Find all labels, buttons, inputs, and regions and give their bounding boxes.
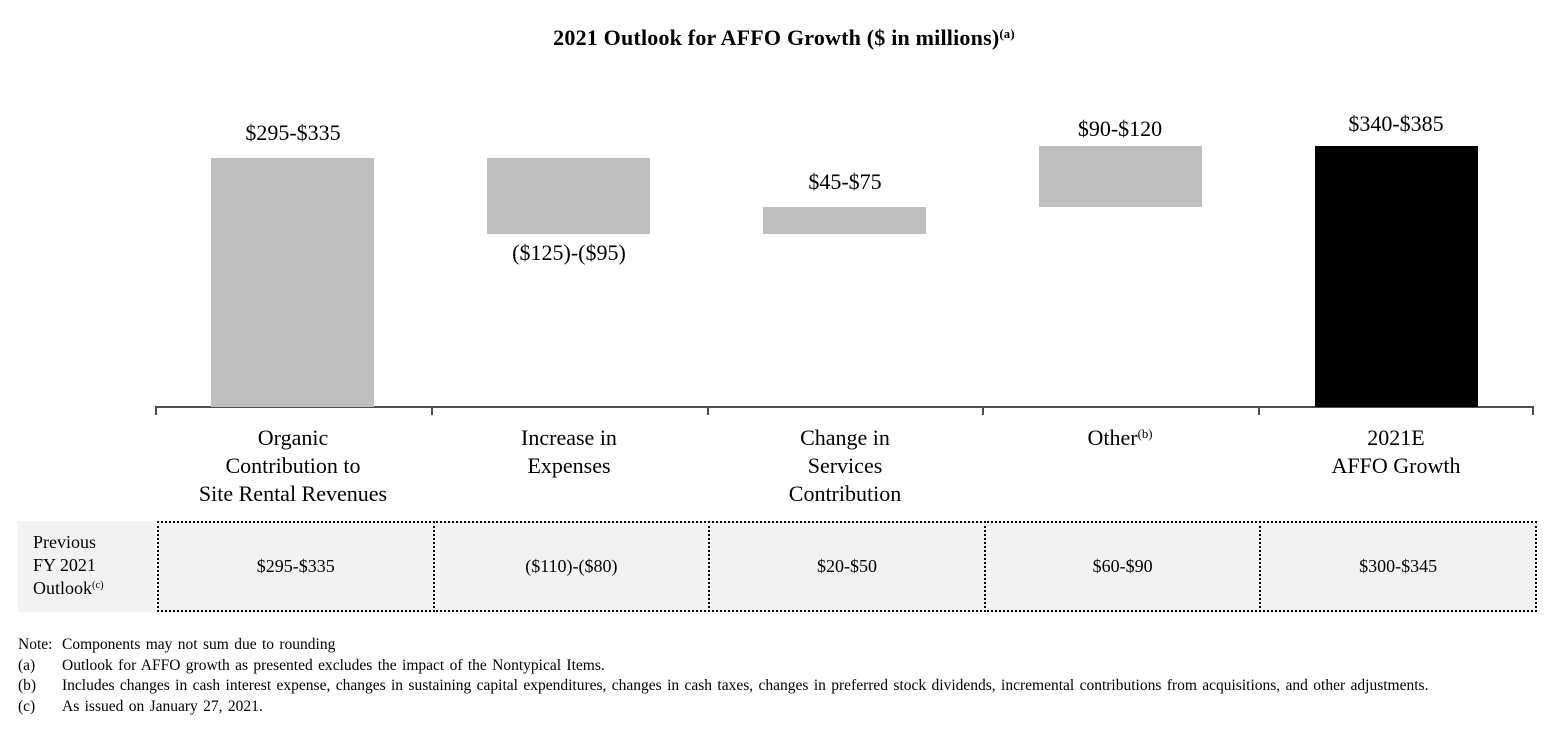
x-axis-tick-2: [707, 406, 709, 415]
note-marker: (c): [18, 697, 36, 715]
bar-organic-contribution-to-site-rental-revenues: [211, 158, 374, 407]
x-axis-tick-5: [1532, 406, 1534, 415]
previous-outlook-table: $295-$335 ($110)-($80) $20-$50 $60-$90 $300-…: [157, 521, 1537, 612]
bar-increase-in-expenses: [487, 158, 650, 234]
category-label-text: Contribution to: [225, 453, 361, 478]
note-marker: Note:: [18, 636, 53, 653]
note-marker: (a): [18, 656, 36, 674]
note-text: Components may not sum due to rounding: [62, 636, 336, 653]
x-axis-tick-0: [155, 406, 157, 415]
category-label-line: Contribution: [707, 480, 983, 508]
category-label-text: 2021E: [1367, 425, 1425, 450]
x-axis-tick-4: [1258, 406, 1260, 415]
category-label-line: 2021E: [1258, 424, 1534, 452]
category-label-line: Services: [707, 452, 983, 480]
row-label-text: Previous: [33, 532, 96, 552]
value-label-increase-in-expenses: ($125)-($95): [512, 240, 626, 265]
category-label-text: Contribution: [788, 481, 902, 506]
category-label-text: Site Rental Revenues: [198, 481, 388, 506]
footnotes: Note: Components may not sum due to round…: [18, 637, 1534, 719]
category-label-other: Other(b): [982, 424, 1258, 455]
prev-outlook-cell-2021e-affo-growth: $300-$345: [1259, 521, 1537, 612]
category-label-organic-contribution-to-site-rental-revenues: Organic Contribution to Site Rental Revenu…: [155, 424, 431, 508]
category-label-line: Contribution to: [155, 452, 431, 480]
category-label-2021e-affo-growth: 2021E AFFO Growth: [1258, 424, 1534, 480]
note-row-0: Note: Components may not sum due to round…: [18, 637, 1534, 653]
prev-outlook-cell-change-in-services-contribution: $20-$50: [708, 521, 986, 612]
prev-outlook-cell-other: $60-$90: [983, 521, 1262, 612]
note-row-2: (b) Includes changes in cash interest exp…: [18, 678, 1534, 694]
bar-other: [1039, 146, 1202, 207]
row-label-footnote-ref: (c): [92, 580, 104, 592]
prev-outlook-value: $60-$90: [1092, 556, 1153, 576]
category-label-text: Increase in: [521, 425, 617, 450]
category-label-text: Other: [1087, 425, 1138, 450]
chart-title: 2021 Outlook for AFFO Growth ($ in milli…: [0, 25, 1568, 51]
category-label-line: Change in: [707, 424, 983, 452]
bar-change-in-services-contribution: [763, 207, 926, 234]
row-label-text: Outlook: [33, 578, 93, 598]
category-label-line: Increase in: [431, 424, 707, 452]
category-label-line: Organic: [155, 424, 431, 452]
row-label-line: Previous: [33, 531, 155, 554]
bar-2021e-affo-growth: [1315, 146, 1478, 407]
value-label-organic-contribution-to-site-rental-revenues: $295-$335: [245, 120, 341, 145]
category-label-text: Change in: [800, 425, 890, 450]
category-label-text: AFFO Growth: [1331, 453, 1461, 478]
category-label-line: Other(b): [982, 424, 1258, 455]
category-label-text: Expenses: [527, 453, 611, 478]
row-label-text: FY 2021: [33, 555, 96, 575]
row-label-line: Outlook(c): [33, 577, 155, 603]
prev-outlook-value: $20-$50: [816, 556, 877, 576]
category-label-increase-in-expenses: Increase in Expenses: [431, 424, 707, 480]
category-footnote-ref: (b): [1137, 426, 1153, 441]
prev-outlook-cell-organic-contribution-to-site-rental-revenues: $295-$335: [157, 521, 435, 612]
chart-title-footnote-ref: (a): [999, 26, 1015, 41]
note-text: Outlook for AFFO growth as presented exc…: [62, 656, 605, 674]
prev-outlook-value: $300-$345: [1359, 556, 1438, 576]
chart-title-text: 2021 Outlook for AFFO Growth ($ in milli…: [553, 25, 1000, 50]
x-axis-line: [155, 406, 1534, 408]
x-axis-tick-3: [982, 406, 984, 415]
prev-outlook-value: ($110)-($80): [525, 556, 618, 576]
x-axis-tick-1: [431, 406, 433, 415]
prev-outlook-value: $295-$335: [256, 556, 335, 576]
row-label-line: FY 2021: [33, 554, 155, 577]
prev-outlook-cell-increase-in-expenses: ($110)-($80): [432, 521, 711, 612]
category-label-text: Services: [807, 453, 883, 478]
note-row-1: (a) Outlook for AFFO growth as presented …: [18, 656, 1534, 674]
note-text: Includes changes in cash interest expens…: [62, 677, 1429, 694]
value-label-other: $90-$120: [1077, 116, 1163, 141]
value-label-change-in-services-contribution: $45-$75: [808, 169, 882, 194]
note-row-3: (c) As issued on January 27, 2021.: [18, 697, 1534, 715]
category-label-text: Organic: [257, 425, 329, 450]
note-text: As issued on January 27, 2021.: [62, 697, 263, 715]
previous-outlook-row-label: Previous FY 2021 Outlook(c): [18, 521, 155, 612]
category-label-line: Expenses: [431, 452, 707, 480]
category-label-line: AFFO Growth: [1258, 452, 1534, 480]
category-label-change-in-services-contribution: Change in Services Contribution: [707, 424, 983, 508]
note-marker: (b): [18, 677, 37, 694]
value-label-2021e-affo-growth: $340-$385: [1348, 111, 1444, 136]
category-label-line: Site Rental Revenues: [155, 480, 431, 508]
